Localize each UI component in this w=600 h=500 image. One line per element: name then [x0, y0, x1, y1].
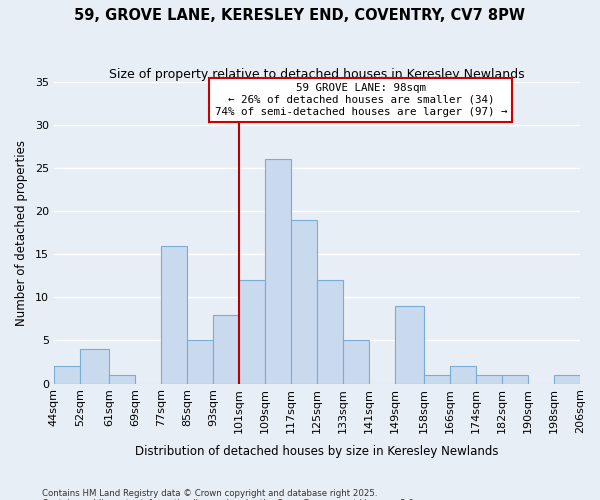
Bar [502, 375, 528, 384]
Bar [213, 314, 239, 384]
X-axis label: Distribution of detached houses by size in Keresley Newlands: Distribution of detached houses by size … [135, 444, 499, 458]
Bar [109, 375, 135, 384]
Bar [239, 280, 265, 384]
Bar [161, 246, 187, 384]
Bar [54, 366, 80, 384]
Bar [343, 340, 369, 384]
Bar [424, 375, 450, 384]
Bar [291, 220, 317, 384]
Bar [395, 306, 424, 384]
Bar [554, 375, 580, 384]
Text: Contains HM Land Registry data © Crown copyright and database right 2025.: Contains HM Land Registry data © Crown c… [42, 488, 377, 498]
Text: 59, GROVE LANE, KERESLEY END, COVENTRY, CV7 8PW: 59, GROVE LANE, KERESLEY END, COVENTRY, … [74, 8, 526, 22]
Bar [450, 366, 476, 384]
Bar [187, 340, 213, 384]
Text: 59 GROVE LANE: 98sqm
← 26% of detached houses are smaller (34)
74% of semi-detac: 59 GROVE LANE: 98sqm ← 26% of detached h… [215, 84, 507, 116]
Bar [476, 375, 502, 384]
Bar [265, 160, 291, 384]
Y-axis label: Number of detached properties: Number of detached properties [15, 140, 28, 326]
Text: Contains public sector information licensed under the Open Government Licence v3: Contains public sector information licen… [42, 498, 416, 500]
Bar [317, 280, 343, 384]
Bar [80, 349, 109, 384]
Title: Size of property relative to detached houses in Keresley Newlands: Size of property relative to detached ho… [109, 68, 525, 80]
